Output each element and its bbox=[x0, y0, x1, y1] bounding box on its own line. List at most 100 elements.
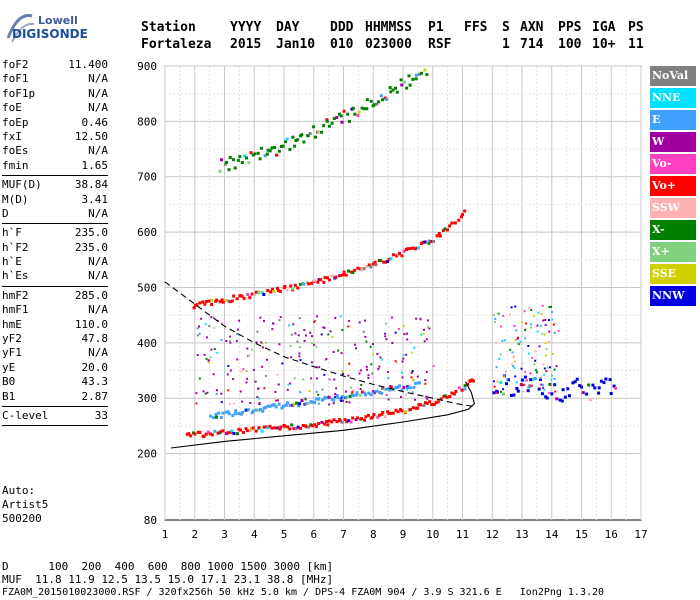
echo-point-spread bbox=[378, 365, 381, 368]
echo-point bbox=[417, 246, 420, 250]
echo-point bbox=[561, 388, 565, 392]
echo-point bbox=[400, 254, 404, 258]
echo-point-spread bbox=[377, 368, 380, 370]
header-label-p1: P1 bbox=[428, 20, 444, 35]
params-group-1: foF2 11.400 foF1 N/A foF1p N/A foE N/A foEp 0.46 f… bbox=[2, 58, 108, 173]
echo-point bbox=[240, 161, 244, 164]
echo-point-spread bbox=[303, 403, 306, 406]
echo-point-spread bbox=[261, 365, 264, 368]
echo-point bbox=[460, 388, 464, 392]
echo-point bbox=[330, 420, 334, 424]
echo-point bbox=[345, 420, 349, 424]
echo-point bbox=[270, 403, 274, 407]
echo-point-spread bbox=[256, 396, 259, 399]
echo-point bbox=[320, 420, 324, 424]
echo-point-spread bbox=[289, 382, 292, 385]
echo-point-spread bbox=[402, 325, 405, 328]
echo-point-spread bbox=[405, 353, 408, 356]
echo-point bbox=[428, 400, 432, 404]
echo-point-spread bbox=[379, 356, 382, 359]
echo-point bbox=[332, 398, 336, 402]
echo-point bbox=[354, 393, 358, 397]
echo-point bbox=[251, 426, 255, 430]
echo-point-spread bbox=[514, 375, 517, 378]
param-value: N/A bbox=[88, 101, 108, 115]
legend-item-x-: X+ bbox=[650, 242, 696, 262]
echo-point bbox=[356, 266, 360, 270]
echo-point bbox=[566, 387, 570, 391]
param-row: B0 43.3 bbox=[2, 375, 108, 389]
echo-point bbox=[384, 260, 387, 264]
echo-point-spread bbox=[240, 370, 243, 373]
legend-item-ssw: SSW bbox=[650, 198, 696, 218]
echo-point bbox=[378, 391, 382, 394]
echo-point bbox=[450, 221, 454, 225]
echo-point-spread bbox=[246, 347, 249, 350]
echo-point-spread bbox=[367, 377, 370, 380]
echo-point bbox=[284, 140, 288, 144]
echo-point bbox=[372, 103, 376, 107]
echo-point-spread bbox=[412, 378, 415, 381]
echo-point bbox=[371, 415, 375, 419]
echo-point-spread bbox=[413, 346, 416, 349]
echo-point-spread bbox=[372, 390, 375, 393]
echo-point bbox=[529, 378, 533, 382]
echo-point bbox=[414, 381, 418, 385]
echo-point-spread bbox=[513, 325, 516, 327]
echo-point-spread bbox=[391, 316, 393, 319]
echo-point bbox=[294, 139, 298, 142]
echo-point bbox=[330, 397, 334, 401]
echo-point bbox=[244, 427, 248, 431]
echo-point bbox=[533, 377, 537, 380]
plot-axes: 1 2 3 4 5 6 7 8 9 10 11 12 13 14 15 16 17200300400500600… bbox=[137, 60, 648, 541]
echo-point bbox=[411, 246, 415, 250]
echo-point-spread bbox=[220, 401, 223, 404]
echo-point-spread bbox=[290, 333, 293, 336]
echo-point bbox=[360, 106, 364, 110]
echo-point bbox=[291, 403, 294, 407]
echo-point bbox=[272, 289, 276, 293]
echo-point-spread bbox=[543, 373, 546, 376]
echo-point-spread bbox=[406, 338, 409, 341]
echo-point bbox=[338, 419, 342, 423]
echo-point-spread bbox=[524, 337, 527, 340]
param-row: hmE 110.0 bbox=[2, 318, 108, 332]
echo-point bbox=[441, 229, 445, 232]
echo-point bbox=[239, 412, 243, 416]
echo-point bbox=[257, 426, 261, 430]
echo-point bbox=[308, 132, 312, 135]
echo-point bbox=[246, 408, 250, 412]
y-tick-label: 700 bbox=[137, 171, 157, 184]
echo-point bbox=[301, 424, 305, 427]
echo-point bbox=[187, 432, 191, 436]
header-label-day: DAY bbox=[276, 20, 300, 35]
echo-point-spread bbox=[406, 388, 408, 391]
param-key: D bbox=[2, 206, 9, 220]
param-row: yF1 N/A bbox=[2, 346, 108, 360]
echo-point-spread bbox=[525, 327, 527, 330]
echo-point-spread bbox=[523, 310, 526, 313]
echo-point bbox=[304, 402, 308, 406]
echo-point-spread bbox=[385, 394, 388, 396]
echo-point-spread bbox=[227, 365, 230, 367]
param-row: foF2 11.400 bbox=[2, 58, 108, 72]
polarization-legend: NoVal NNE E W Vo- Vo+ SSW X- X+ SSE NNW bbox=[650, 66, 696, 308]
footer-file-line: FZA0M_2015010023000.RSF / 320fx256h 50 k… bbox=[2, 587, 605, 598]
echo-point bbox=[305, 425, 308, 429]
echo-point-spread bbox=[410, 371, 413, 374]
echo-point-spread bbox=[271, 328, 274, 331]
x-tick-label: 6 bbox=[310, 528, 317, 541]
echo-point-spread bbox=[500, 325, 502, 328]
echo-point bbox=[346, 112, 350, 116]
echo-point bbox=[457, 218, 461, 222]
echo-point bbox=[334, 275, 338, 279]
echo-point bbox=[369, 393, 373, 397]
echo-point bbox=[246, 293, 250, 297]
echo-point bbox=[421, 240, 425, 244]
echo-point bbox=[296, 138, 300, 142]
echo-point bbox=[226, 410, 230, 414]
echo-point bbox=[232, 432, 236, 435]
echo-point-spread bbox=[502, 388, 505, 391]
echo-point bbox=[284, 403, 288, 407]
echo-point-spread bbox=[557, 329, 560, 332]
